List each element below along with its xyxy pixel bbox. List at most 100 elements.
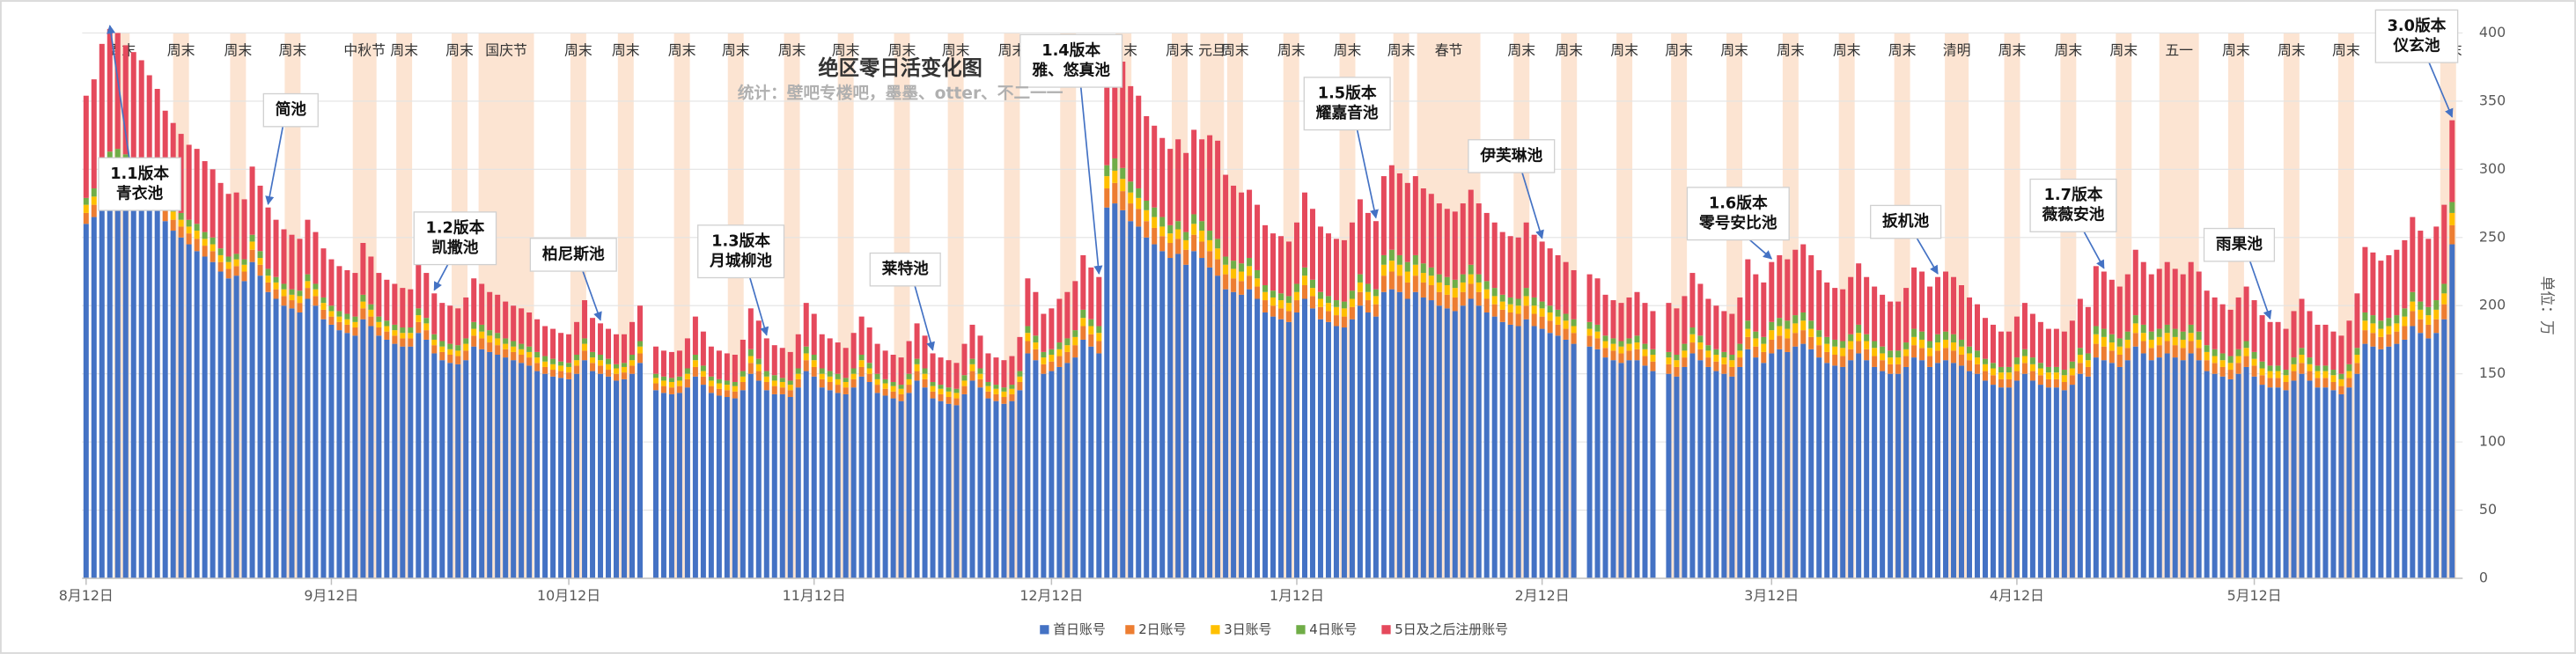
bar-segment: [1239, 263, 1245, 272]
bar-segment: [700, 376, 706, 386]
period-label: 周末: [1777, 42, 1805, 59]
bar-segment: [1856, 324, 1862, 334]
bar-segment: [1927, 341, 1933, 349]
bar-segment: [652, 373, 659, 378]
annotation-arrow: [2248, 261, 2272, 320]
bar-segment: [1167, 233, 1174, 243]
bar-segment: [827, 376, 833, 382]
bar-segment: [1523, 319, 1529, 579]
bar-segment: [257, 185, 263, 252]
bar-segment: [2021, 349, 2028, 356]
bar-segment: [1341, 239, 1347, 302]
bar-segment: [194, 251, 200, 579]
bar-segment: [1341, 327, 1347, 579]
bar-segment: [1974, 304, 1980, 351]
bar-segment: [495, 333, 501, 339]
period-label: 周末: [1221, 42, 1249, 59]
bar-segment: [1056, 298, 1063, 343]
bar-segment: [423, 323, 430, 331]
bar-segment: [2212, 363, 2218, 374]
bar-segment: [1563, 328, 1569, 340]
bar-segment: [1919, 331, 1925, 340]
bar-segment: [1998, 378, 2004, 388]
bar-segment: [1761, 363, 1767, 579]
bar-segment: [1096, 276, 1102, 327]
bar-segment: [1444, 294, 1450, 309]
annotation-arrow: [433, 264, 449, 291]
bar-segment: [874, 385, 880, 393]
bar-segment: [1270, 297, 1277, 306]
period-label: 周末: [888, 42, 916, 59]
bar-segment: [2322, 365, 2329, 371]
bar-segment: [1848, 334, 1854, 342]
bar-segment: [2212, 356, 2218, 364]
bar-segment: [542, 361, 548, 367]
bar-segment: [225, 268, 232, 279]
annotation-box: [1303, 77, 1391, 131]
bar-segment: [1136, 226, 1142, 579]
bar-segment: [2124, 331, 2131, 340]
bar-segment: [1388, 289, 1395, 579]
bar-segment: [2410, 311, 2416, 327]
bar-segment: [1175, 221, 1181, 230]
bar-segment: [416, 321, 422, 334]
bar-segment: [1864, 349, 1870, 361]
bar-segment: [2354, 354, 2360, 364]
bar-segment: [202, 231, 208, 239]
bar-segment: [1856, 333, 1862, 342]
x-tick-label: 9月12日: [304, 587, 358, 604]
bar-segment: [1682, 366, 1688, 579]
bar-segment: [1183, 231, 1189, 240]
bar-segment: [574, 321, 580, 355]
bar-segment: [2093, 326, 2099, 334]
bar-segment: [1128, 203, 1134, 222]
bar-segment: [1966, 360, 1973, 371]
bar-segment: [2362, 246, 2368, 312]
bar-segment: [1610, 350, 1616, 361]
bar-segment: [930, 386, 936, 392]
bar-segment: [2188, 353, 2194, 579]
bar-segment: [819, 368, 825, 374]
bar-segment: [2132, 249, 2138, 316]
annotation-arrow: [749, 277, 769, 336]
bar-segment: [1468, 298, 1474, 579]
bar-segment: [1056, 366, 1063, 579]
legend-label: 5日及之后注册账号: [1395, 621, 1508, 637]
legend: 首日账号 2日账号 3日账号 4日账号 5日及之后注册账号: [1040, 621, 1508, 637]
bar-segment: [1594, 324, 1601, 332]
bar-segment: [1333, 315, 1339, 327]
bar-segment: [162, 209, 168, 222]
bar-segment: [1713, 371, 1719, 579]
bar-segment: [2037, 385, 2043, 579]
bar-segment: [1436, 203, 1442, 275]
bar-segment: [320, 319, 327, 579]
annotation-text: 仪玄池: [2392, 35, 2440, 55]
bar-segment: [2029, 380, 2035, 579]
bar-segment: [582, 360, 588, 579]
bar-segment: [1919, 360, 1925, 579]
bar-segment: [313, 305, 319, 579]
bar-segment: [1167, 149, 1174, 225]
bar-segment: [2322, 324, 2329, 366]
bar-segment: [2283, 370, 2289, 376]
bar-segment: [2116, 286, 2123, 339]
bar-segment: [2433, 309, 2440, 320]
bar-segment: [431, 345, 438, 354]
bar-segment: [534, 371, 541, 579]
bar-segment: [249, 261, 255, 579]
bar-segment: [360, 242, 366, 295]
bar-segment: [598, 365, 604, 374]
bar-segment: [985, 386, 991, 392]
bar-segment: [1531, 305, 1537, 314]
bar-segment: [178, 237, 184, 579]
bar-segment: [1199, 139, 1205, 222]
bar-segment: [439, 346, 445, 352]
bar-segment: [1951, 363, 1957, 579]
bar-segment: [1499, 309, 1505, 322]
bar-segment: [408, 289, 414, 328]
y-tick-label: 350: [2479, 92, 2506, 108]
bar-segment: [1483, 212, 1490, 282]
bar-segment: [684, 338, 690, 369]
bar-segment: [352, 316, 358, 322]
